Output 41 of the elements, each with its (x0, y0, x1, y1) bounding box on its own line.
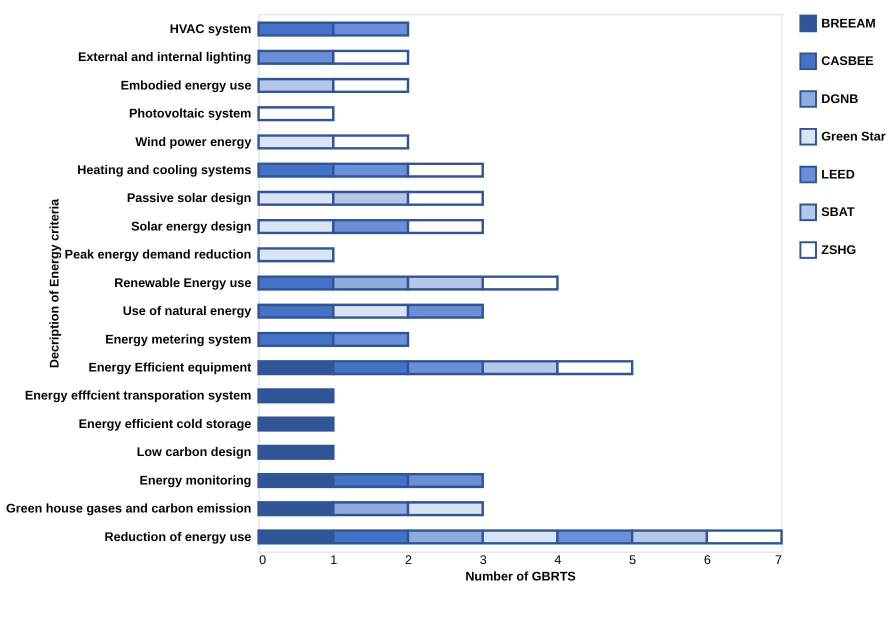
x-tick-label: 6 (704, 552, 711, 567)
y-tick-label: Low carbon design (136, 445, 252, 460)
x-axis-title: Number of GBRTS (465, 569, 576, 584)
y-tick-label: Energy monitoring (140, 473, 252, 488)
y-tick-label: Reduction of energy use (104, 530, 252, 544)
x-tick-label: 0 (259, 552, 266, 567)
y-tick-label: Photovoltaic system (128, 106, 252, 121)
legend-label: CASBEE (821, 54, 874, 68)
x-tick-label: 4 (554, 552, 562, 567)
x-tick-label: 3 (480, 552, 487, 567)
y-tick-label: Solar energy design (131, 219, 252, 234)
x-tick-label: 5 (629, 552, 636, 567)
y-tick-label: Embodied energy use (120, 78, 252, 92)
bar (257, 444, 335, 460)
legend-label: LEED (821, 167, 855, 182)
y-tick-label: Energy efficient cold storage (78, 416, 252, 431)
bar (257, 416, 335, 432)
bar (257, 247, 335, 262)
legend-label: BREEAM (821, 16, 876, 30)
y-tick-label: HVAC system (170, 22, 252, 36)
legend-label: DGNB (821, 92, 858, 106)
x-tick-label: 2 (404, 552, 412, 567)
x-tick-label: 1 (330, 552, 338, 567)
legend-label: SBAT (821, 205, 855, 220)
y-tick-label: Energy efffcient transporation system (24, 388, 252, 403)
legend-label: Green Star (821, 130, 886, 144)
bar (257, 388, 335, 404)
y-tick-label: Heating and cooling systems (77, 163, 252, 178)
y-tick-label: Energy metering system (105, 332, 252, 346)
y-tick-label: Energy Efficient equipment (88, 360, 252, 375)
y-tick-label: Peak energy demand reduction (64, 248, 252, 262)
y-tick-label: Renewable Energy use (114, 276, 252, 290)
bar (257, 106, 335, 122)
legend-label: ZSHG (821, 242, 856, 257)
y-tick-label: Green house gases and carbon emission (6, 502, 252, 516)
y-tick-label: Passive solar design (126, 191, 252, 206)
y-tick-label: Use of natural energy (122, 304, 252, 318)
y-tick-label: Wind power energy (135, 134, 252, 149)
x-tick-label: 7 (775, 552, 782, 567)
y-tick-label: External and internal lighting (78, 50, 252, 64)
y-axis-title: Decription of Energy criteria (48, 198, 62, 368)
